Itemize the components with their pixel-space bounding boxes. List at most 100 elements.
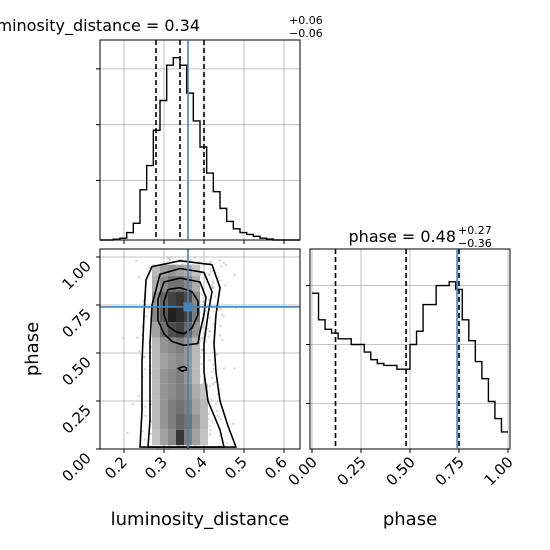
scatter-point [209, 260, 213, 263]
density-cell-42 [152, 368, 160, 384]
joint-contours [139, 259, 237, 448]
joint-ytick-label-2: 0.50 [58, 353, 94, 389]
phase-title-param: phase [349, 227, 397, 246]
scatter-point [220, 265, 223, 268]
phase-xtick-label-3: 0.75 [431, 453, 467, 489]
joint-xtick-label-2: 0.4 [181, 453, 211, 483]
density-cell-50 [168, 383, 176, 400]
scatter-point [208, 412, 211, 416]
scatter-point [200, 293, 203, 296]
scatter-point [131, 402, 134, 406]
panel-phase-marginal: 0.00 0.25 0.50 0.75 1.00 phase phase = 0.48 … [284, 224, 516, 530]
phase-xtick-label-2: 0.50 [382, 453, 418, 489]
density-cell-18 [152, 306, 160, 323]
density-cell-57 [168, 399, 176, 415]
joint-panel-frame [99, 248, 301, 450]
density-cell-32 [168, 337, 176, 353]
density-cell-20 [168, 306, 176, 323]
scatter-point [219, 279, 222, 282]
scatter-point [168, 258, 171, 261]
density-cell-41 [192, 353, 200, 369]
joint-ytick-label-4: 1.00 [58, 257, 94, 293]
scatter-point [202, 300, 205, 303]
phase-xtick-label-4: 1.00 [480, 453, 516, 489]
top-panel-frame [99, 39, 301, 241]
density-cell-71 [168, 429, 176, 446]
density-cell-60 [192, 399, 200, 415]
y-axis-label-phase: phase [22, 322, 43, 376]
density-cell-23 [192, 306, 200, 323]
x-axis-label-phase: phase [383, 509, 437, 530]
joint-xtick-label-0: 0.2 [101, 453, 131, 483]
luminosity-distance-title-value: 0.34 [164, 16, 200, 35]
scatter-point [206, 327, 209, 330]
scatter-point [149, 432, 153, 435]
scatter-point [126, 431, 129, 434]
density-cell-5 [192, 264, 200, 281]
scatter-point [135, 259, 138, 262]
joint-x-ticks: 0.2 0.3 0.4 0.5 0.6 [101, 449, 291, 483]
scatter-point [214, 381, 217, 384]
density-cell-62 [152, 414, 160, 430]
density-cell-24 [152, 322, 160, 338]
density-cell-6 [152, 276, 160, 292]
panel-luminosity-distance-marginal: luminosity_distance = 0.34 +0.06 −0.06 [0, 14, 323, 244]
joint-ytick-label-0: 0.00 [58, 449, 94, 485]
density-cell-63 [160, 414, 168, 430]
scatter-point [211, 376, 214, 380]
scatter-point [217, 276, 220, 279]
density-cell-74 [192, 429, 200, 446]
scatter-point [232, 422, 235, 425]
scatter-point [207, 298, 210, 301]
scatter-point [211, 382, 214, 386]
scatter-point [219, 324, 222, 328]
scatter-point [144, 368, 147, 371]
luminosity-distance-histogram [100, 57, 300, 241]
scatter-point [200, 363, 203, 366]
density-cell-51 [176, 383, 184, 400]
scatter-point [208, 316, 211, 319]
scatter-point [144, 405, 147, 408]
scatter-point [143, 355, 146, 358]
density-cell-70 [160, 429, 168, 446]
density-cell-48 [152, 383, 160, 400]
density-cell-29 [192, 322, 200, 338]
luminosity-distance-title-minus: −0.06 [289, 27, 323, 40]
scatter-point [219, 307, 222, 310]
phase-x-ticks: 0.00 0.25 0.50 0.75 1.00 [284, 449, 517, 489]
phase-title-value: 0.48 [420, 227, 456, 246]
scatter-point [141, 429, 144, 433]
density-cell-21 [176, 306, 184, 323]
density-cell-35 [192, 337, 200, 353]
density-cell-26 [168, 322, 176, 338]
scatter-point [223, 367, 226, 370]
joint-truth-marker [183, 302, 193, 312]
scatter-point [221, 313, 224, 316]
scatter-point [147, 307, 150, 310]
scatter-point [194, 256, 197, 259]
scatter-point [219, 418, 223, 421]
density-cell-49 [160, 383, 168, 400]
density-cell-67 [192, 414, 200, 430]
scatter-point [211, 370, 214, 373]
scatter-point [207, 335, 210, 338]
luminosity-distance-title-eq: = [141, 16, 165, 35]
scatter-point [210, 270, 213, 273]
density-cell-11 [192, 276, 200, 292]
density-cell-36 [152, 353, 160, 369]
scatter-point [208, 385, 211, 388]
density-cell-75 [200, 429, 208, 446]
phase-panel-side-ticks [306, 285, 310, 404]
scatter-point [221, 339, 224, 342]
scatter-point [210, 283, 214, 286]
contour-1 [157, 277, 207, 347]
joint-xtick-label-3: 0.5 [221, 453, 251, 483]
density-cell-14 [168, 291, 176, 307]
density-cell-8 [168, 276, 176, 292]
x-axis-label-luminosity-distance: luminosity_distance [111, 509, 290, 530]
density-cell-0 [152, 264, 160, 281]
scatter-point [200, 337, 203, 340]
scatter-point [215, 409, 218, 412]
joint-ytick-label-1: 0.25 [58, 401, 94, 437]
